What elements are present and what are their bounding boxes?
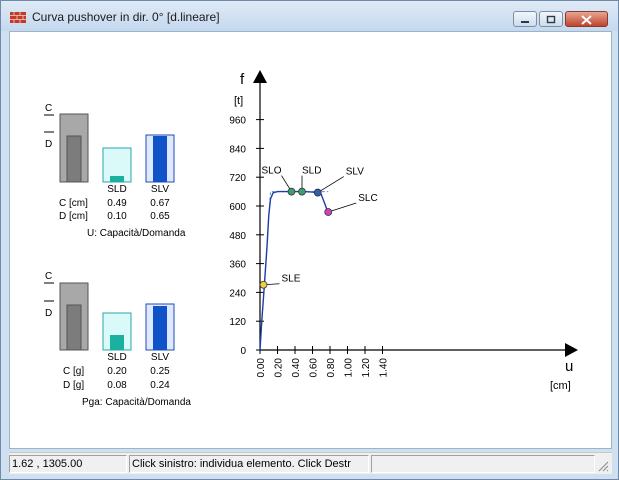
row-label: D [cm] xyxy=(59,211,88,222)
limit-state-marker-slo[interactable] xyxy=(287,187,296,196)
limit-state-label-slv: SLV xyxy=(346,167,364,178)
x-tick-label: 0.40 xyxy=(291,358,302,378)
demand-label: D xyxy=(45,139,52,150)
x-tick-label: 0.60 xyxy=(309,358,320,378)
x-tick-label: 0.20 xyxy=(274,358,285,378)
pushover-curve xyxy=(259,190,329,351)
maximize-button[interactable] xyxy=(539,11,563,27)
maximize-icon xyxy=(546,15,556,24)
capacity-label: C xyxy=(45,271,52,282)
minimize-icon xyxy=(521,21,529,23)
limit-state-marker-sle[interactable] xyxy=(259,280,268,289)
y-tick-label: 360 xyxy=(229,260,246,271)
sld-ratio-fill xyxy=(110,176,124,182)
limit-state-label-slc: SLC xyxy=(358,193,377,204)
cell: 0.24 xyxy=(150,380,170,391)
resize-grip-icon[interactable] xyxy=(597,460,609,472)
row-label: D [g] xyxy=(63,380,84,391)
capacity-label: C xyxy=(45,103,52,114)
col-slv: SLV xyxy=(151,184,169,195)
cell: 0.20 xyxy=(107,366,127,377)
cell: 0.65 xyxy=(150,211,170,222)
limit-state-label-sle: SLE xyxy=(282,274,301,285)
row-label: C [cm] xyxy=(59,198,88,209)
reference-bar-fill xyxy=(66,135,82,183)
x-tick-label: 1.20 xyxy=(361,358,372,378)
y-tick-label: 120 xyxy=(229,317,246,328)
cell: 0.25 xyxy=(150,366,170,377)
status-message: Click sinistro: individua elemento. Clic… xyxy=(129,455,369,473)
col-sld: SLD xyxy=(107,184,126,195)
reference-bar-fill xyxy=(66,304,82,351)
y-tick-label: 720 xyxy=(229,173,246,184)
status-coordinates: 1.62 , 1305.00 xyxy=(9,455,127,473)
close-button[interactable] xyxy=(565,11,608,27)
sld-ratio-fill xyxy=(110,335,124,350)
minimize-button[interactable] xyxy=(513,11,537,27)
slv-ratio-fill xyxy=(153,306,167,350)
x-tick-label: 0.00 xyxy=(256,358,267,378)
cell: 0.67 xyxy=(150,198,170,209)
x-axis-arrow-icon xyxy=(565,343,578,357)
y-axis-label: f xyxy=(240,71,245,88)
status-bar: 1.62 , 1305.00 Click sinistro: individua… xyxy=(9,452,612,474)
slv-ratio-fill xyxy=(153,136,167,182)
cell: 0.10 xyxy=(107,211,127,222)
y-tick-label: 240 xyxy=(229,288,246,299)
limit-state-marker-slv[interactable] xyxy=(313,188,322,197)
x-tick-label: 1.40 xyxy=(379,358,390,378)
col-slv: SLV xyxy=(151,352,169,363)
x-axis-label: u xyxy=(565,358,573,375)
y-tick-label: 960 xyxy=(229,116,246,127)
col-sld: SLD xyxy=(107,352,126,363)
x-axis-unit: [cm] xyxy=(550,380,571,392)
panel-caption: U: Capacità/Domanda xyxy=(87,228,186,239)
cell: 0.49 xyxy=(107,198,127,209)
demand-label: D xyxy=(45,308,52,319)
panel-caption: Pga: Capacità/Domanda xyxy=(82,397,191,408)
app-icon xyxy=(10,12,26,23)
limit-state-leader xyxy=(328,202,357,213)
bilinear-curve xyxy=(259,191,329,351)
chart-area: C D SLD SLV C [cm] 0.49 0.67 D [cm] 0.10… xyxy=(9,31,612,449)
close-icon xyxy=(581,15,592,25)
y-axis-unit: [t] xyxy=(234,95,243,107)
status-empty xyxy=(371,455,595,473)
y-tick-label: 0 xyxy=(240,346,246,357)
row-label: C [g] xyxy=(63,366,84,377)
pushover-chart[interactable]: f [t] u [cm] 0 120 240 360 480 600 720 840 960 0.… xyxy=(229,70,578,392)
y-axis-arrow-icon xyxy=(253,70,267,83)
cell: 0.08 xyxy=(107,380,127,391)
y-tick-label: 480 xyxy=(229,231,246,242)
limit-state-marker-slc[interactable] xyxy=(324,208,333,216)
title-bar[interactable]: Curva pushover in dir. 0° [d.lineare] xyxy=(1,1,618,31)
limit-state-label-sld: SLD xyxy=(302,166,321,177)
x-tick-label: 0.80 xyxy=(326,358,337,378)
x-tick-label: 1.00 xyxy=(344,358,355,378)
limit-state-label-slo: SLO xyxy=(261,166,281,177)
limit-state-marker-sld[interactable] xyxy=(298,187,306,196)
y-tick-label: 600 xyxy=(229,202,246,213)
y-tick-label: 840 xyxy=(229,144,246,155)
capacity-panel-displacement: C D SLD SLV C [cm] 0.49 0.67 D [cm] 0.10… xyxy=(44,103,186,239)
window-title: Curva pushover in dir. 0° [d.lineare] xyxy=(32,10,220,24)
pushover-drawing: C D SLD SLV C [cm] 0.49 0.67 D [cm] 0.10… xyxy=(44,70,578,408)
capacity-panel-pga: C D SLD SLV C [g] 0.20 0.25 D [g] 0.08 0… xyxy=(44,271,191,408)
limit-state-leader xyxy=(317,176,344,193)
